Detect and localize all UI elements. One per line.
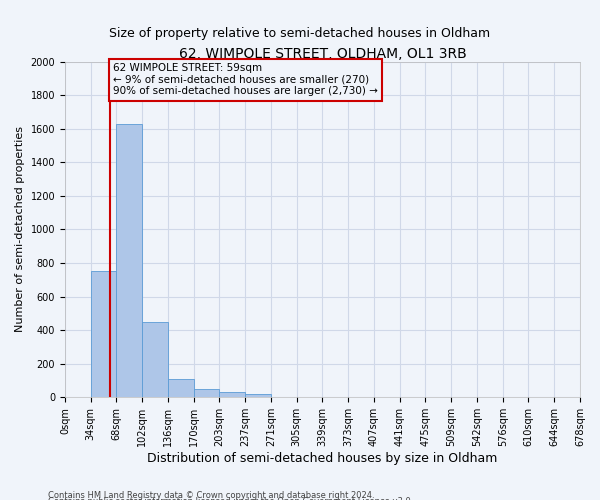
Bar [142, 322, 168, 398]
Text: 62 WIMPOLE STREET: 59sqm
← 9% of semi-detached houses are smaller (270)
90% of s: 62 WIMPOLE STREET: 59sqm ← 9% of semi-de… [113, 63, 377, 96]
Title: 62, WIMPOLE STREET, OLDHAM, OL1 3RB: 62, WIMPOLE STREET, OLDHAM, OL1 3RB [179, 48, 466, 62]
Text: Contains public sector information licensed under the Open Government Licence v3: Contains public sector information licen… [48, 497, 413, 500]
Bar [245, 394, 271, 398]
Bar [116, 124, 142, 398]
Y-axis label: Number of semi-detached properties: Number of semi-detached properties [15, 126, 25, 332]
X-axis label: Distribution of semi-detached houses by size in Oldham: Distribution of semi-detached houses by … [147, 452, 497, 465]
Bar [220, 392, 245, 398]
Text: Contains HM Land Registry data © Crown copyright and database right 2024.: Contains HM Land Registry data © Crown c… [48, 490, 374, 500]
Text: Size of property relative to semi-detached houses in Oldham: Size of property relative to semi-detach… [109, 28, 491, 40]
Bar [168, 379, 194, 398]
Bar [91, 272, 116, 398]
Bar [194, 389, 220, 398]
